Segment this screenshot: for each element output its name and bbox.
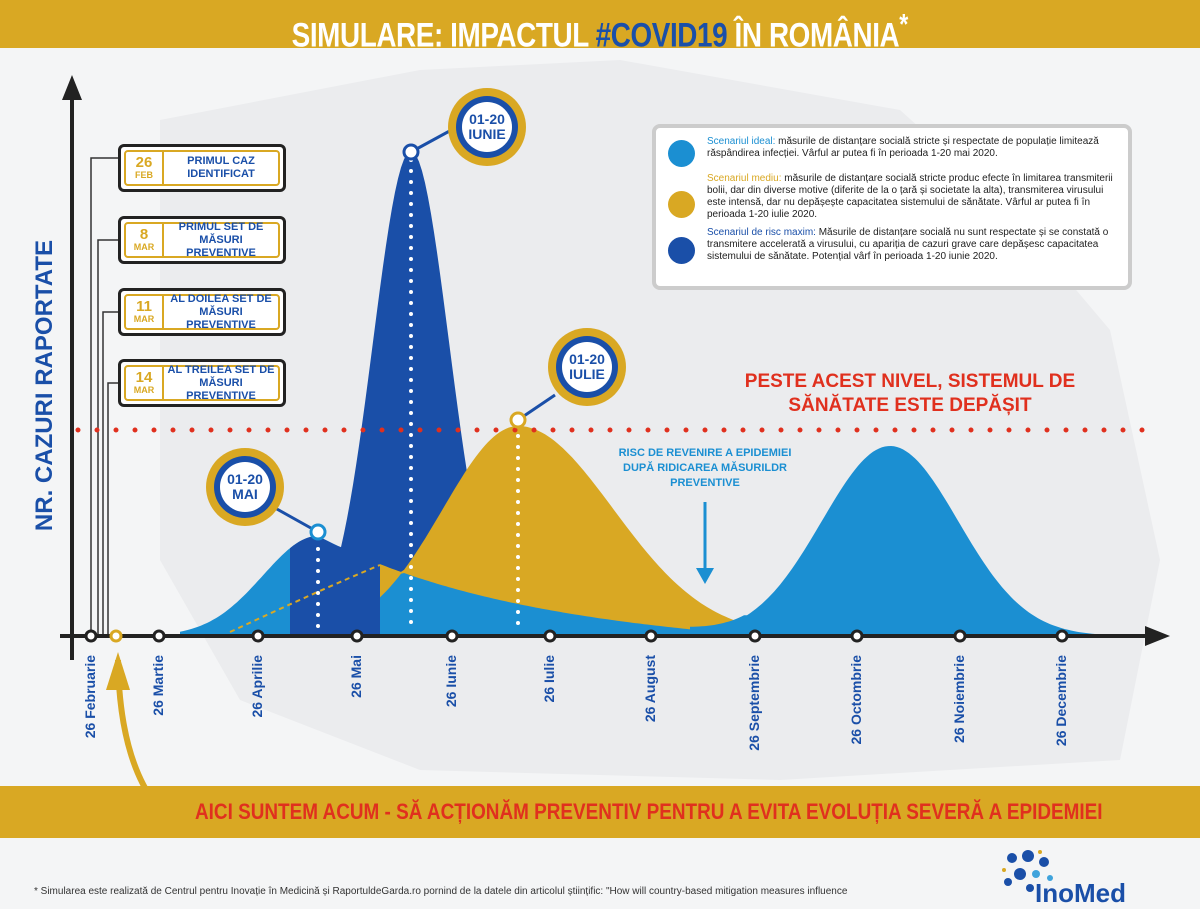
- x-tick-label: 26 Decembrie: [1053, 655, 1069, 747]
- x-tick-label: 26 Septembrie: [746, 655, 762, 751]
- peak-marker-max: [402, 143, 420, 161]
- legend-item-medium: Scenariul mediu: măsurile de distanțare …: [666, 173, 1118, 221]
- x-tick-mark: [350, 629, 364, 643]
- x-tick-label: 26 Aprilie: [249, 655, 265, 718]
- x-tick-label: 26 Noiembrie: [951, 655, 967, 743]
- legend-dot-icon: [668, 237, 695, 264]
- bottom-banner: [0, 786, 1200, 838]
- series-medium-area: [380, 426, 745, 636]
- page-title: SIMULARE: IMPACTUL #COVID19 ÎN ROMÂNIA*: [291, 9, 909, 55]
- threshold-label: PESTE ACEST NIVEL, SISTEMUL DE SĂNĂTATE …: [744, 371, 1076, 416]
- x-tick-label: 26 Iulie: [541, 655, 557, 703]
- legend-dot-icon: [668, 140, 695, 167]
- x-tick-label: 26 Martie: [150, 655, 166, 716]
- x-tick-label: 26 August: [642, 655, 658, 723]
- peak-marker-medium: [509, 411, 527, 429]
- callout-peak-mai: 01-20 MAI: [206, 448, 284, 526]
- medium-dashed-start: [229, 564, 381, 633]
- callout-peak-iulie: 01-20 IULIE: [548, 328, 626, 406]
- event-first-case: 26 FEB PRIMUL CAZ IDENTIFICAT: [118, 144, 286, 192]
- x-tick-label: 26 Iunie: [443, 655, 459, 708]
- x-axis-arrow: [1145, 626, 1170, 646]
- x-tick-mark: [251, 629, 265, 643]
- series-ideal-second-wave-area: [690, 446, 1130, 636]
- series-ideal-overlay-area: [380, 573, 745, 636]
- x-tick-mark: [850, 629, 864, 643]
- logo-text: InoMed: [1035, 878, 1126, 908]
- x-tick-mark: [1055, 629, 1069, 643]
- peak-marker-ideal: [309, 523, 327, 541]
- risk-arrow-head: [696, 568, 714, 584]
- footnote: * Simularea este realizată de Centrul pe…: [34, 886, 848, 897]
- x-tick-label: 26 Februarie: [82, 655, 98, 739]
- today-arrow-head: [106, 652, 130, 690]
- y-axis-arrow: [62, 75, 82, 100]
- today-marker: [109, 629, 123, 643]
- x-tick-mark: [543, 629, 557, 643]
- legend-item-ideal: Scenariul ideal: măsurile de distanțare …: [666, 136, 1118, 167]
- x-tick-mark: [152, 629, 166, 643]
- x-tick-label: 26 Octombrie: [848, 655, 864, 745]
- event-first-measures: 8 MAR PRIMUL SET DE MĂSURI PREVENTIVE: [118, 216, 286, 264]
- legend: Scenariul ideal: măsurile de distanțare …: [652, 124, 1132, 290]
- x-tick-mark: [748, 629, 762, 643]
- legend-item-max-risk: Scenariul de risc maxim: Măsurile de dis…: [666, 227, 1118, 264]
- event-second-measures: 11 MAR AL DOILEA SET DE MĂSURI PREVENTIVE: [118, 288, 286, 336]
- x-tick-label: 26 Mai: [348, 655, 364, 698]
- callout-peak-iunie: 01-20 IUNIE: [448, 88, 526, 166]
- peak-guides: [316, 158, 520, 632]
- x-tick-mark: [644, 629, 658, 643]
- event-connectors: [90, 157, 118, 636]
- bottom-banner-text: AICI SUNTEM ACUM - SĂ ACȚIONĂM PREVENTIV…: [195, 799, 1103, 824]
- legend-dot-icon: [668, 191, 695, 218]
- inomed-logo-icon: [1002, 850, 1053, 892]
- y-axis-label: NR. CAZURI RAPORTATE: [31, 240, 58, 532]
- x-tick-mark: [445, 629, 459, 643]
- x-tick-mark: [953, 629, 967, 643]
- risk-label: RISC DE REVENIRE A EPIDEMIEI DUPĂ RIDICA…: [618, 447, 792, 489]
- x-tick-mark: [84, 629, 98, 643]
- event-third-measures: 14 MAR AL TREILEA SET DE MĂSURI PREVENTIVE: [118, 359, 286, 407]
- title-bar: SIMULARE: IMPACTUL #COVID19 ÎN ROMÂNIA*: [0, 0, 1200, 54]
